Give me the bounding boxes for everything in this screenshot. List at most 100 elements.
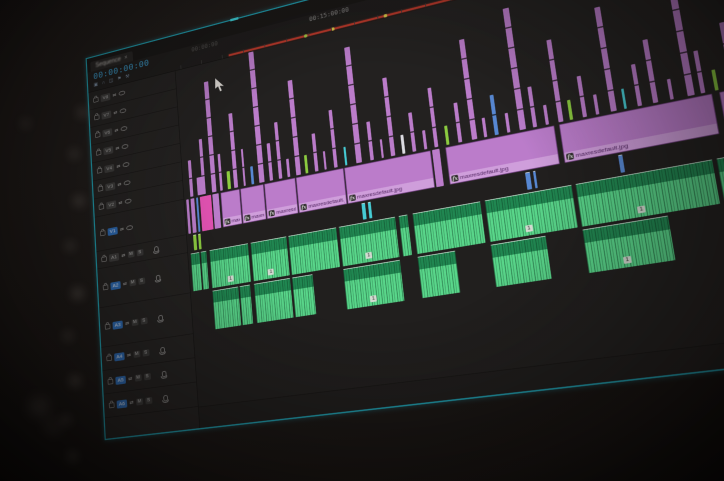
voiceover-mic-icon[interactable] <box>161 370 167 378</box>
sync-lock-icon[interactable]: ⇄ <box>124 319 130 327</box>
audio-clip[interactable] <box>197 233 202 250</box>
lock-icon[interactable] <box>95 131 101 138</box>
mute-button[interactable]: M <box>134 373 142 382</box>
lock-icon[interactable] <box>107 378 114 385</box>
track-target-badge-v8[interactable]: V8 <box>100 92 111 102</box>
voiceover-mic-icon[interactable] <box>160 346 165 354</box>
add-marker-button-icon[interactable]: ⚑ <box>117 75 122 82</box>
audio-clip[interactable] <box>212 286 241 330</box>
audio-clip[interactable] <box>417 250 461 299</box>
audio-clip[interactable]: 1 <box>250 236 290 282</box>
mute-button[interactable]: M <box>129 278 137 287</box>
lock-icon[interactable] <box>106 354 113 361</box>
sync-lock-icon[interactable]: ⇄ <box>122 280 128 287</box>
lock-icon[interactable] <box>104 323 111 330</box>
track-target-badge-v3[interactable]: V3 <box>105 181 116 192</box>
lock-icon[interactable] <box>98 203 105 210</box>
audio-clip[interactable] <box>490 235 553 288</box>
lock-icon[interactable] <box>97 185 104 192</box>
nest-toggle-icon[interactable]: ▣ <box>93 81 99 88</box>
track-output-eye-icon[interactable] <box>119 107 127 114</box>
mute-button[interactable]: M <box>131 318 139 326</box>
voiceover-mic-icon[interactable] <box>163 394 168 402</box>
audio-clip[interactable] <box>398 214 413 257</box>
audio-clip[interactable] <box>367 201 373 219</box>
solo-button[interactable]: S <box>136 248 144 257</box>
lock-icon[interactable] <box>94 114 100 121</box>
voiceover-mic-icon[interactable] <box>155 274 161 282</box>
voiceover-mic-icon[interactable] <box>158 314 163 322</box>
sync-lock-icon[interactable]: ⇄ <box>116 162 121 170</box>
audio-clip[interactable] <box>192 234 198 251</box>
voiceover-mic-icon[interactable] <box>153 246 159 253</box>
audio-clip[interactable] <box>618 154 626 173</box>
track-output-eye-icon[interactable] <box>123 180 131 186</box>
video-clip[interactable] <box>199 194 214 232</box>
timeline-settings-button-icon[interactable]: ⚒ <box>125 73 130 80</box>
track-target-badge-a2[interactable]: A2 <box>110 280 121 291</box>
mute-button[interactable]: M <box>135 397 144 406</box>
sync-lock-icon[interactable]: ⇄ <box>126 351 132 358</box>
sync-lock-icon[interactable]: ⇄ <box>114 126 119 134</box>
solo-button[interactable]: S <box>142 348 150 357</box>
sync-lock-icon[interactable]: ⇄ <box>117 180 122 188</box>
track-output-eye-icon[interactable] <box>121 143 129 150</box>
lock-icon[interactable] <box>96 167 103 174</box>
track-target-badge-v6[interactable]: V6 <box>102 127 113 138</box>
track-content-area[interactable]: fx maxresdefault.jpg fx maxresdefault.jpg fx… <box>175 0 724 429</box>
lock-icon[interactable] <box>101 255 107 262</box>
track-target-badge-v7[interactable]: V7 <box>101 110 112 120</box>
track-target-badge-v2[interactable]: V2 <box>106 199 117 210</box>
fx-badge: fx <box>348 194 356 202</box>
sync-lock-icon[interactable]: ⇄ <box>118 199 123 206</box>
track-target-badge-a5[interactable]: A5 <box>115 375 126 385</box>
lock-icon[interactable] <box>108 402 115 408</box>
audio-clip[interactable] <box>239 284 253 326</box>
lock-icon[interactable] <box>95 149 102 156</box>
snap-toggle-icon[interactable]: ∩ <box>101 79 106 86</box>
solo-button[interactable]: S <box>145 396 153 405</box>
sync-lock-icon[interactable]: ⇄ <box>121 251 126 259</box>
audio-clip[interactable] <box>200 250 209 290</box>
mute-button[interactable]: M <box>133 350 141 358</box>
track-target-badge-a6[interactable]: A6 <box>116 399 128 409</box>
video-clip[interactable] <box>212 193 222 230</box>
audio-clip[interactable]: 1 <box>342 259 405 310</box>
sync-lock-icon[interactable]: ⇄ <box>128 375 133 382</box>
sync-lock-icon[interactable]: ⇄ <box>119 225 125 233</box>
audio-clip[interactable] <box>253 277 294 324</box>
sync-lock-icon[interactable]: ⇄ <box>129 398 134 406</box>
track-output-eye-icon[interactable] <box>120 125 128 132</box>
sync-lock-icon[interactable]: ⇄ <box>112 91 117 98</box>
track-output-eye-icon[interactable] <box>124 198 132 205</box>
sync-lock-icon[interactable]: ⇄ <box>113 109 118 116</box>
track-output-eye-icon[interactable] <box>118 90 126 96</box>
lock-icon[interactable] <box>100 229 106 236</box>
audio-clip[interactable]: 1 <box>209 243 251 289</box>
audio-clip[interactable] <box>532 170 539 189</box>
track-target-badge-v1[interactable]: V1 <box>107 226 118 236</box>
solo-button[interactable]: S <box>138 277 146 285</box>
solo-button[interactable]: S <box>140 316 148 325</box>
sync-lock-icon[interactable]: ⇄ <box>115 144 120 152</box>
track-target-badge-v5[interactable]: V5 <box>103 145 114 155</box>
track-target-badge-a3[interactable]: A3 <box>112 320 123 330</box>
linked-selection-toggle-icon[interactable]: ◫ <box>108 77 114 84</box>
audio-clip[interactable] <box>292 274 317 318</box>
audio-clip[interactable] <box>288 227 340 275</box>
track-target-badge-a1[interactable]: A1 <box>108 252 120 262</box>
lock-icon[interactable] <box>93 96 99 103</box>
track-target-badge-a4[interactable]: A4 <box>114 351 125 362</box>
mute-button[interactable]: M <box>127 250 135 258</box>
track-target-badge-v4[interactable]: V4 <box>104 163 115 173</box>
solo-button[interactable]: S <box>143 372 151 381</box>
audio-clip[interactable] <box>524 171 532 190</box>
lock-icon[interactable] <box>102 284 109 291</box>
close-icon[interactable]: × <box>124 54 128 62</box>
audio-clip[interactable] <box>361 202 367 220</box>
track-output-eye-icon[interactable] <box>122 161 130 168</box>
track-output-eye-icon[interactable] <box>126 224 133 231</box>
